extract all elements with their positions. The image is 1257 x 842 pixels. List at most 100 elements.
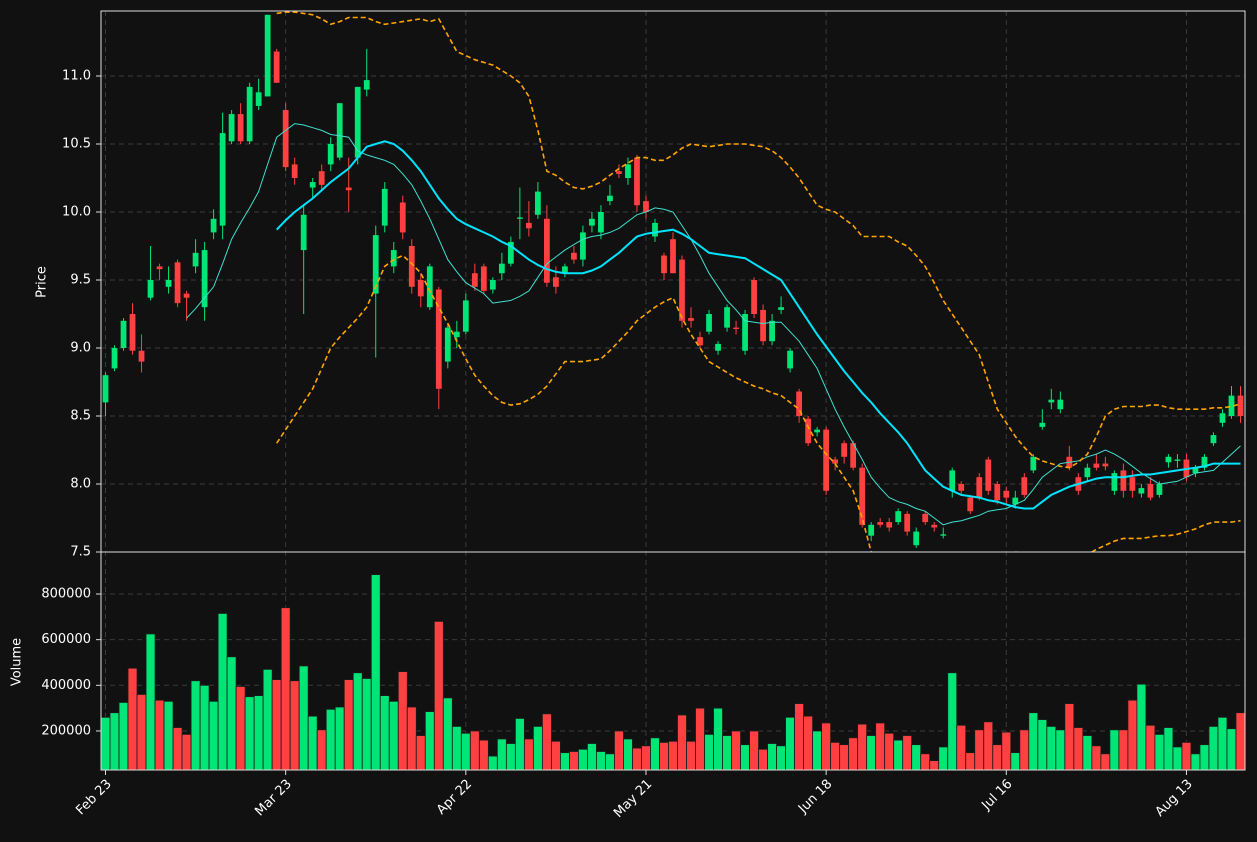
candle-body: [805, 418, 812, 444]
candle-body: [525, 222, 532, 229]
candle-body: [1210, 435, 1217, 444]
volume-bar: [1037, 719, 1048, 771]
volume-bar: [1100, 753, 1111, 771]
volume-bar: [199, 684, 210, 771]
y-axis-label: Price: [35, 266, 50, 298]
candle-body: [282, 110, 289, 168]
volume-bar: [361, 678, 372, 771]
volume-bar: [424, 711, 435, 771]
candle-body: [255, 92, 262, 106]
volume-bar: [541, 713, 552, 771]
volume-bar: [704, 733, 714, 771]
volume-bar: [406, 706, 417, 771]
volume-bar: [938, 746, 949, 771]
candle-body: [372, 235, 379, 294]
candle-body: [363, 80, 370, 90]
candle-body: [444, 327, 451, 362]
candle-body: [922, 513, 929, 523]
volume-bar: [776, 745, 786, 771]
candle-body: [165, 280, 172, 287]
volume-bar: [758, 748, 768, 771]
candle-body: [471, 273, 478, 287]
volume-bar: [496, 738, 507, 771]
volume-bar: [866, 735, 877, 771]
candle-body: [670, 239, 676, 274]
candle-body: [958, 484, 965, 491]
candle-body: [661, 255, 667, 274]
candle-body: [1039, 422, 1046, 427]
volume-bar: [857, 723, 868, 771]
volume-bar: [569, 751, 579, 771]
volume-bar: [947, 672, 958, 771]
volume-bar: [983, 721, 994, 771]
volume-tick-label: 600000: [41, 632, 91, 647]
volume-bar: [1136, 683, 1147, 771]
volume-bar: [713, 707, 723, 771]
candle-body: [291, 164, 298, 179]
volume-bar: [1163, 727, 1174, 771]
candle-body: [580, 232, 586, 260]
volume-bar: [127, 667, 138, 771]
candle-body: [462, 300, 469, 332]
candle-body: [589, 218, 595, 226]
indicator-line: [276, 11, 1241, 469]
volume-bar: [1208, 726, 1219, 771]
volume-bar: [587, 743, 597, 771]
candle-body: [102, 375, 109, 403]
candle-body: [697, 337, 703, 346]
volume-bar: [767, 743, 777, 771]
volume-bar: [1091, 745, 1102, 771]
candle-body: [751, 280, 757, 315]
volume-bar: [325, 708, 336, 771]
candle-body: [1147, 484, 1154, 498]
candle-body: [300, 214, 307, 251]
indicator-line: [276, 254, 1241, 552]
volume-bar: [668, 740, 678, 771]
volume-bar: [659, 741, 669, 771]
candle-body: [625, 164, 631, 179]
candle-body: [814, 429, 821, 433]
volume-frame: [100, 551, 1246, 771]
volume-bar: [442, 697, 453, 771]
volume-bar: [307, 715, 318, 771]
candle-body: [607, 195, 613, 202]
volume-bar: [397, 671, 408, 771]
candle-body: [1003, 490, 1010, 498]
candle-body: [769, 320, 775, 342]
candle-body: [1057, 399, 1064, 410]
candle-body: [1138, 488, 1145, 494]
candle-body: [534, 191, 541, 215]
volume-bar: [505, 743, 516, 771]
candle-body: [435, 289, 442, 389]
candle-body: [1048, 399, 1055, 403]
candle-body: [228, 114, 235, 142]
volume-bar: [334, 706, 345, 771]
candle-body: [733, 327, 739, 329]
volume-bar: [370, 574, 381, 771]
volume-bar: [812, 730, 823, 771]
candle-body: [237, 114, 244, 142]
candle-body: [1174, 459, 1181, 461]
volume-bar: [478, 739, 489, 771]
candle-body: [1228, 395, 1235, 417]
y-tick-label: 11.0: [62, 69, 91, 84]
candle-body: [877, 522, 884, 525]
volume-bar: [722, 735, 732, 771]
candle-body: [1237, 395, 1244, 417]
candle-body: [868, 524, 875, 536]
volume-bar: [1019, 729, 1030, 771]
volume-bar: [1055, 729, 1066, 771]
candle-body: [832, 459, 839, 464]
volume-bar: [532, 726, 543, 771]
volume-bar: [740, 744, 750, 771]
volume-bar: [1001, 731, 1012, 771]
volume-bar: [641, 745, 651, 771]
candle-body: [309, 182, 316, 188]
volume-bar: [686, 740, 696, 771]
volume-bar: [469, 730, 480, 771]
candle-body: [1084, 467, 1091, 478]
volume-bar: [208, 700, 219, 771]
indicator-lines: [186, 11, 1241, 552]
y-tick-label: 7.5: [70, 545, 91, 560]
